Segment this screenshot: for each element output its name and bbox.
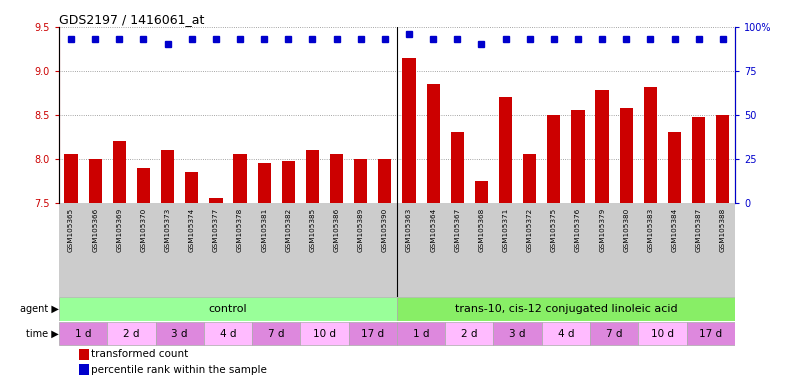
Text: GSM105366: GSM105366 [92, 207, 98, 252]
Text: 4 d: 4 d [220, 329, 236, 339]
Text: GSM105378: GSM105378 [237, 207, 243, 252]
Bar [330, 154, 343, 203]
Text: GSM105379: GSM105379 [599, 207, 605, 252]
Text: GDS2197 / 1416061_at: GDS2197 / 1416061_at [59, 13, 204, 26]
Bar [354, 159, 367, 203]
Text: 4 d: 4 d [558, 329, 574, 339]
Bar [590, 322, 638, 345]
Text: GSM105373: GSM105373 [164, 207, 171, 252]
Text: GSM105380: GSM105380 [623, 207, 630, 252]
Text: trans-10, cis-12 conjugated linoleic acid: trans-10, cis-12 conjugated linoleic aci… [454, 304, 678, 314]
Bar [547, 115, 560, 203]
Bar [716, 115, 729, 203]
Text: GSM105385: GSM105385 [310, 207, 315, 252]
Text: GSM105376: GSM105376 [575, 207, 581, 252]
Text: GSM105367: GSM105367 [454, 207, 461, 252]
Text: GSM105372: GSM105372 [527, 207, 533, 252]
Bar [89, 159, 102, 203]
Bar [252, 322, 300, 345]
Text: GSM105377: GSM105377 [213, 207, 219, 252]
Bar [692, 117, 705, 203]
Text: GSM105365: GSM105365 [68, 207, 74, 252]
Bar [161, 150, 174, 203]
Bar [499, 97, 512, 203]
Text: GSM105389: GSM105389 [358, 207, 364, 252]
Bar [233, 154, 247, 203]
Bar [306, 150, 319, 203]
Text: GSM105374: GSM105374 [189, 207, 195, 252]
Text: GSM105363: GSM105363 [406, 207, 412, 252]
Text: GSM105390: GSM105390 [382, 207, 387, 252]
Bar [596, 90, 609, 203]
Text: GSM105383: GSM105383 [648, 207, 653, 252]
Bar [445, 322, 494, 345]
Bar [59, 296, 397, 321]
Bar [64, 154, 78, 203]
Bar [378, 159, 391, 203]
Text: GSM105386: GSM105386 [333, 207, 340, 252]
Text: GSM105384: GSM105384 [671, 207, 678, 252]
Bar [427, 84, 440, 203]
Bar [397, 322, 445, 345]
Text: 10 d: 10 d [651, 329, 674, 339]
Text: GSM105364: GSM105364 [430, 207, 436, 252]
Bar [59, 322, 107, 345]
Bar [687, 322, 735, 345]
Bar [79, 349, 89, 359]
Bar [209, 199, 222, 203]
Text: 17 d: 17 d [362, 329, 384, 339]
Bar [523, 154, 536, 203]
Bar [185, 172, 198, 203]
Text: 3 d: 3 d [171, 329, 188, 339]
Text: GSM105368: GSM105368 [479, 207, 484, 252]
Text: GSM105382: GSM105382 [285, 207, 292, 252]
Bar [668, 132, 681, 203]
Text: GSM105381: GSM105381 [261, 207, 267, 252]
Bar [397, 296, 735, 321]
Text: control: control [208, 304, 248, 314]
Bar [619, 108, 633, 203]
Text: GSM105370: GSM105370 [141, 207, 146, 252]
Text: GSM105375: GSM105375 [551, 207, 556, 252]
Bar [571, 111, 585, 203]
Bar [450, 132, 464, 203]
Text: GSM105369: GSM105369 [116, 207, 123, 252]
Bar [349, 322, 397, 345]
Bar [475, 181, 488, 203]
Text: GSM105371: GSM105371 [502, 207, 509, 252]
Text: 7 d: 7 d [268, 329, 285, 339]
Text: 2 d: 2 d [123, 329, 140, 339]
Bar [494, 322, 542, 345]
Text: time ▶: time ▶ [26, 329, 59, 339]
Bar [204, 322, 252, 345]
Text: agent ▶: agent ▶ [20, 304, 59, 314]
Text: GSM105388: GSM105388 [720, 207, 725, 252]
Text: 17 d: 17 d [700, 329, 722, 339]
Bar [638, 322, 687, 345]
Text: GSM105387: GSM105387 [696, 207, 702, 252]
Bar [107, 322, 156, 345]
Text: 1 d: 1 d [413, 329, 429, 339]
Text: 2 d: 2 d [461, 329, 478, 339]
Text: percentile rank within the sample: percentile rank within the sample [91, 365, 267, 375]
Bar [112, 141, 126, 203]
Bar [79, 364, 89, 375]
Text: transformed count: transformed count [91, 349, 189, 359]
Bar [281, 161, 295, 203]
Bar [156, 322, 204, 345]
Text: 3 d: 3 d [509, 329, 526, 339]
Text: 7 d: 7 d [606, 329, 623, 339]
Bar [258, 163, 271, 203]
Bar [644, 87, 657, 203]
Text: 10 d: 10 d [313, 329, 336, 339]
Bar [542, 322, 590, 345]
Bar [137, 167, 150, 203]
Bar [402, 58, 416, 203]
Bar [300, 322, 349, 345]
Text: 1 d: 1 d [75, 329, 91, 339]
